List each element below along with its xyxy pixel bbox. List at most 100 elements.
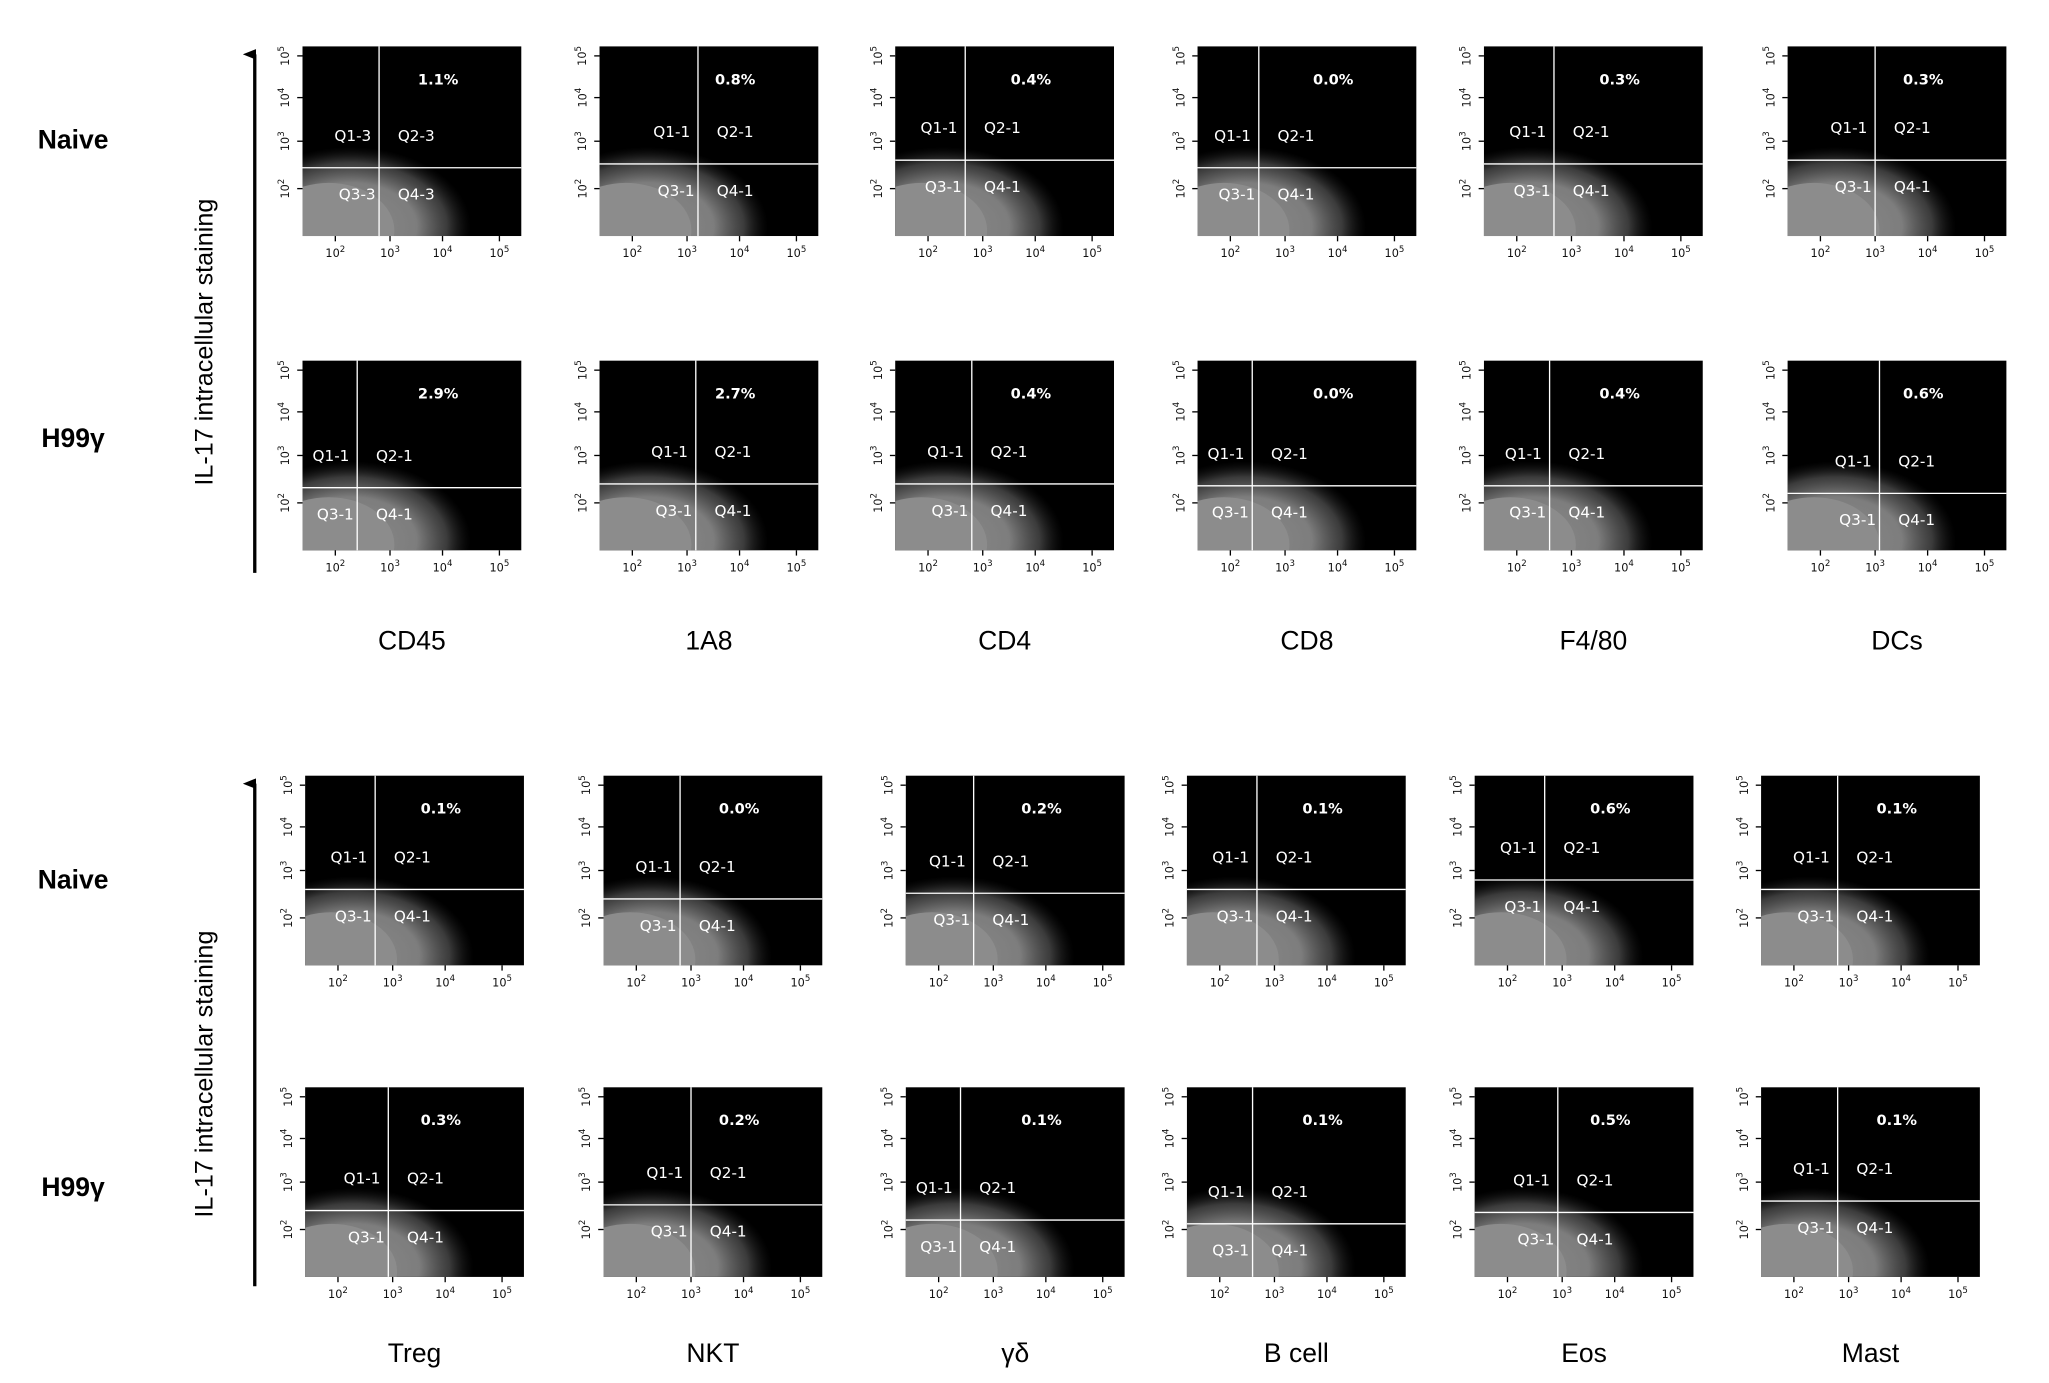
tick-exponent: 4 (1932, 559, 1937, 569)
quadrant-label: Q2-1 (1856, 849, 1893, 867)
tick-exponent: 2 (637, 559, 642, 569)
tick-exponent: 3 (1567, 1286, 1572, 1296)
tick-base: 10 (1498, 1288, 1512, 1301)
tick-base: 10 (681, 977, 695, 990)
tick-exponent: 2 (880, 908, 890, 913)
x-tick-label: 102 (1220, 245, 1240, 260)
percentage: 0.8% (715, 71, 756, 88)
tick-base: 10 (1671, 247, 1685, 260)
x-tick-label: 104 (1025, 559, 1045, 574)
quadrant-label: Q1-1 (1793, 1160, 1830, 1178)
y-tick-label: 102 (1172, 179, 1187, 199)
tick-exponent: 5 (1676, 1286, 1681, 1296)
x-tick-label: 104 (734, 974, 754, 989)
x-tick-label: 104 (1317, 974, 1337, 989)
tick-base: 10 (872, 93, 885, 107)
population-cloud (1474, 1187, 1644, 1277)
tick-base: 10 (580, 822, 593, 836)
tick-exponent: 3 (397, 974, 402, 984)
tick-base: 10 (1275, 247, 1289, 260)
tick-base: 10 (1174, 366, 1187, 380)
y-tick-label: 103 (1161, 861, 1176, 881)
population-cloud (603, 1187, 772, 1277)
tick-base: 10 (1605, 977, 1619, 990)
tick-base: 10 (1164, 1178, 1177, 1192)
tick-base: 10 (730, 561, 744, 574)
tick-exponent: 5 (1161, 775, 1171, 780)
tick-exponent: 5 (870, 46, 880, 51)
tick-base: 10 (1461, 407, 1474, 421)
tick-base: 10 (1461, 51, 1474, 65)
tick-base: 10 (1948, 1288, 1962, 1301)
tick-exponent: 5 (1989, 245, 1994, 255)
y-tick-label: 103 (277, 131, 292, 151)
cloud-core (895, 497, 988, 551)
tick-base: 10 (1552, 977, 1566, 990)
x-tick-label: 105 (1082, 245, 1102, 260)
tick-base: 10 (872, 184, 885, 198)
tick-base: 10 (1210, 1288, 1224, 1301)
y-tick-label: 104 (277, 88, 292, 108)
cloud-core (603, 912, 696, 966)
tick-base: 10 (1328, 561, 1342, 574)
tick-base: 10 (1174, 184, 1187, 198)
tick-base: 10 (435, 977, 449, 990)
y-tick-label: 102 (1762, 493, 1777, 513)
y-tick-label: 103 (1762, 131, 1777, 151)
quadrant-label: Q1-1 (646, 1164, 683, 1182)
x-tick-label: 104 (1891, 974, 1911, 989)
quadrant-label: Q1-1 (927, 443, 964, 461)
tick-base: 10 (282, 1225, 295, 1239)
column-label: F4/80 (1559, 626, 1627, 656)
tick-exponent: 5 (1458, 46, 1468, 51)
quadrant-label: Q4-1 (1894, 178, 1931, 196)
population-cloud (305, 876, 474, 966)
tick-exponent: 3 (1736, 861, 1746, 866)
tick-base: 10 (872, 51, 885, 65)
tick-base: 10 (1738, 1092, 1751, 1106)
percentage: 0.1% (1302, 801, 1343, 818)
tick-exponent: 2 (1762, 179, 1772, 184)
x-tick-label: 104 (1918, 559, 1938, 574)
tick-exponent: 4 (1050, 1286, 1055, 1296)
x-tick-label: 102 (626, 974, 646, 989)
tick-exponent: 2 (1521, 559, 1526, 569)
x-tick-label: 105 (1082, 559, 1102, 574)
tick-exponent: 5 (1736, 775, 1746, 780)
tick-exponent: 5 (1962, 1286, 1967, 1296)
quadrant-label: Q2-1 (1898, 452, 1935, 470)
tick-exponent: 5 (1172, 360, 1182, 365)
tick-base: 10 (1662, 977, 1676, 990)
tick-base: 10 (872, 451, 885, 465)
tick-exponent: 5 (1989, 559, 1994, 569)
tick-base: 10 (279, 137, 292, 151)
cloud-core (302, 497, 395, 551)
tick-exponent: 2 (1224, 974, 1229, 984)
quadrant-label: Q2-1 (699, 858, 736, 876)
tick-base: 10 (1738, 781, 1751, 795)
quadrant-label: Q4-1 (376, 506, 413, 524)
y-tick-label: 105 (574, 360, 589, 380)
tick-exponent: 4 (1458, 402, 1468, 407)
tick-base: 10 (1451, 822, 1464, 836)
percentage: 1.1% (418, 71, 459, 88)
x-tick-label: 103 (383, 1286, 403, 1301)
quadrant-label: Q4-1 (1278, 186, 1315, 204)
x-tick-label: 104 (1036, 974, 1056, 989)
tick-base: 10 (433, 247, 447, 260)
cloud-core (905, 912, 998, 966)
x-tick-label: 104 (433, 245, 453, 260)
column-label: B cell (1264, 1338, 1329, 1368)
tick-exponent: 2 (641, 974, 646, 984)
x-tick-label: 103 (1552, 1286, 1572, 1301)
tick-exponent: 4 (450, 974, 455, 984)
quadrant-label: Q2-1 (407, 1170, 444, 1188)
quadrant-label: Q3-1 (1797, 907, 1834, 925)
tick-exponent: 3 (1853, 1286, 1858, 1296)
tick-exponent: 3 (280, 861, 290, 866)
tick-base: 10 (576, 498, 589, 512)
quadrant-label: Q1-1 (1212, 849, 1249, 867)
cloud-core (1787, 182, 1880, 237)
tick-base: 10 (918, 247, 932, 260)
tick-base: 10 (580, 1225, 593, 1239)
